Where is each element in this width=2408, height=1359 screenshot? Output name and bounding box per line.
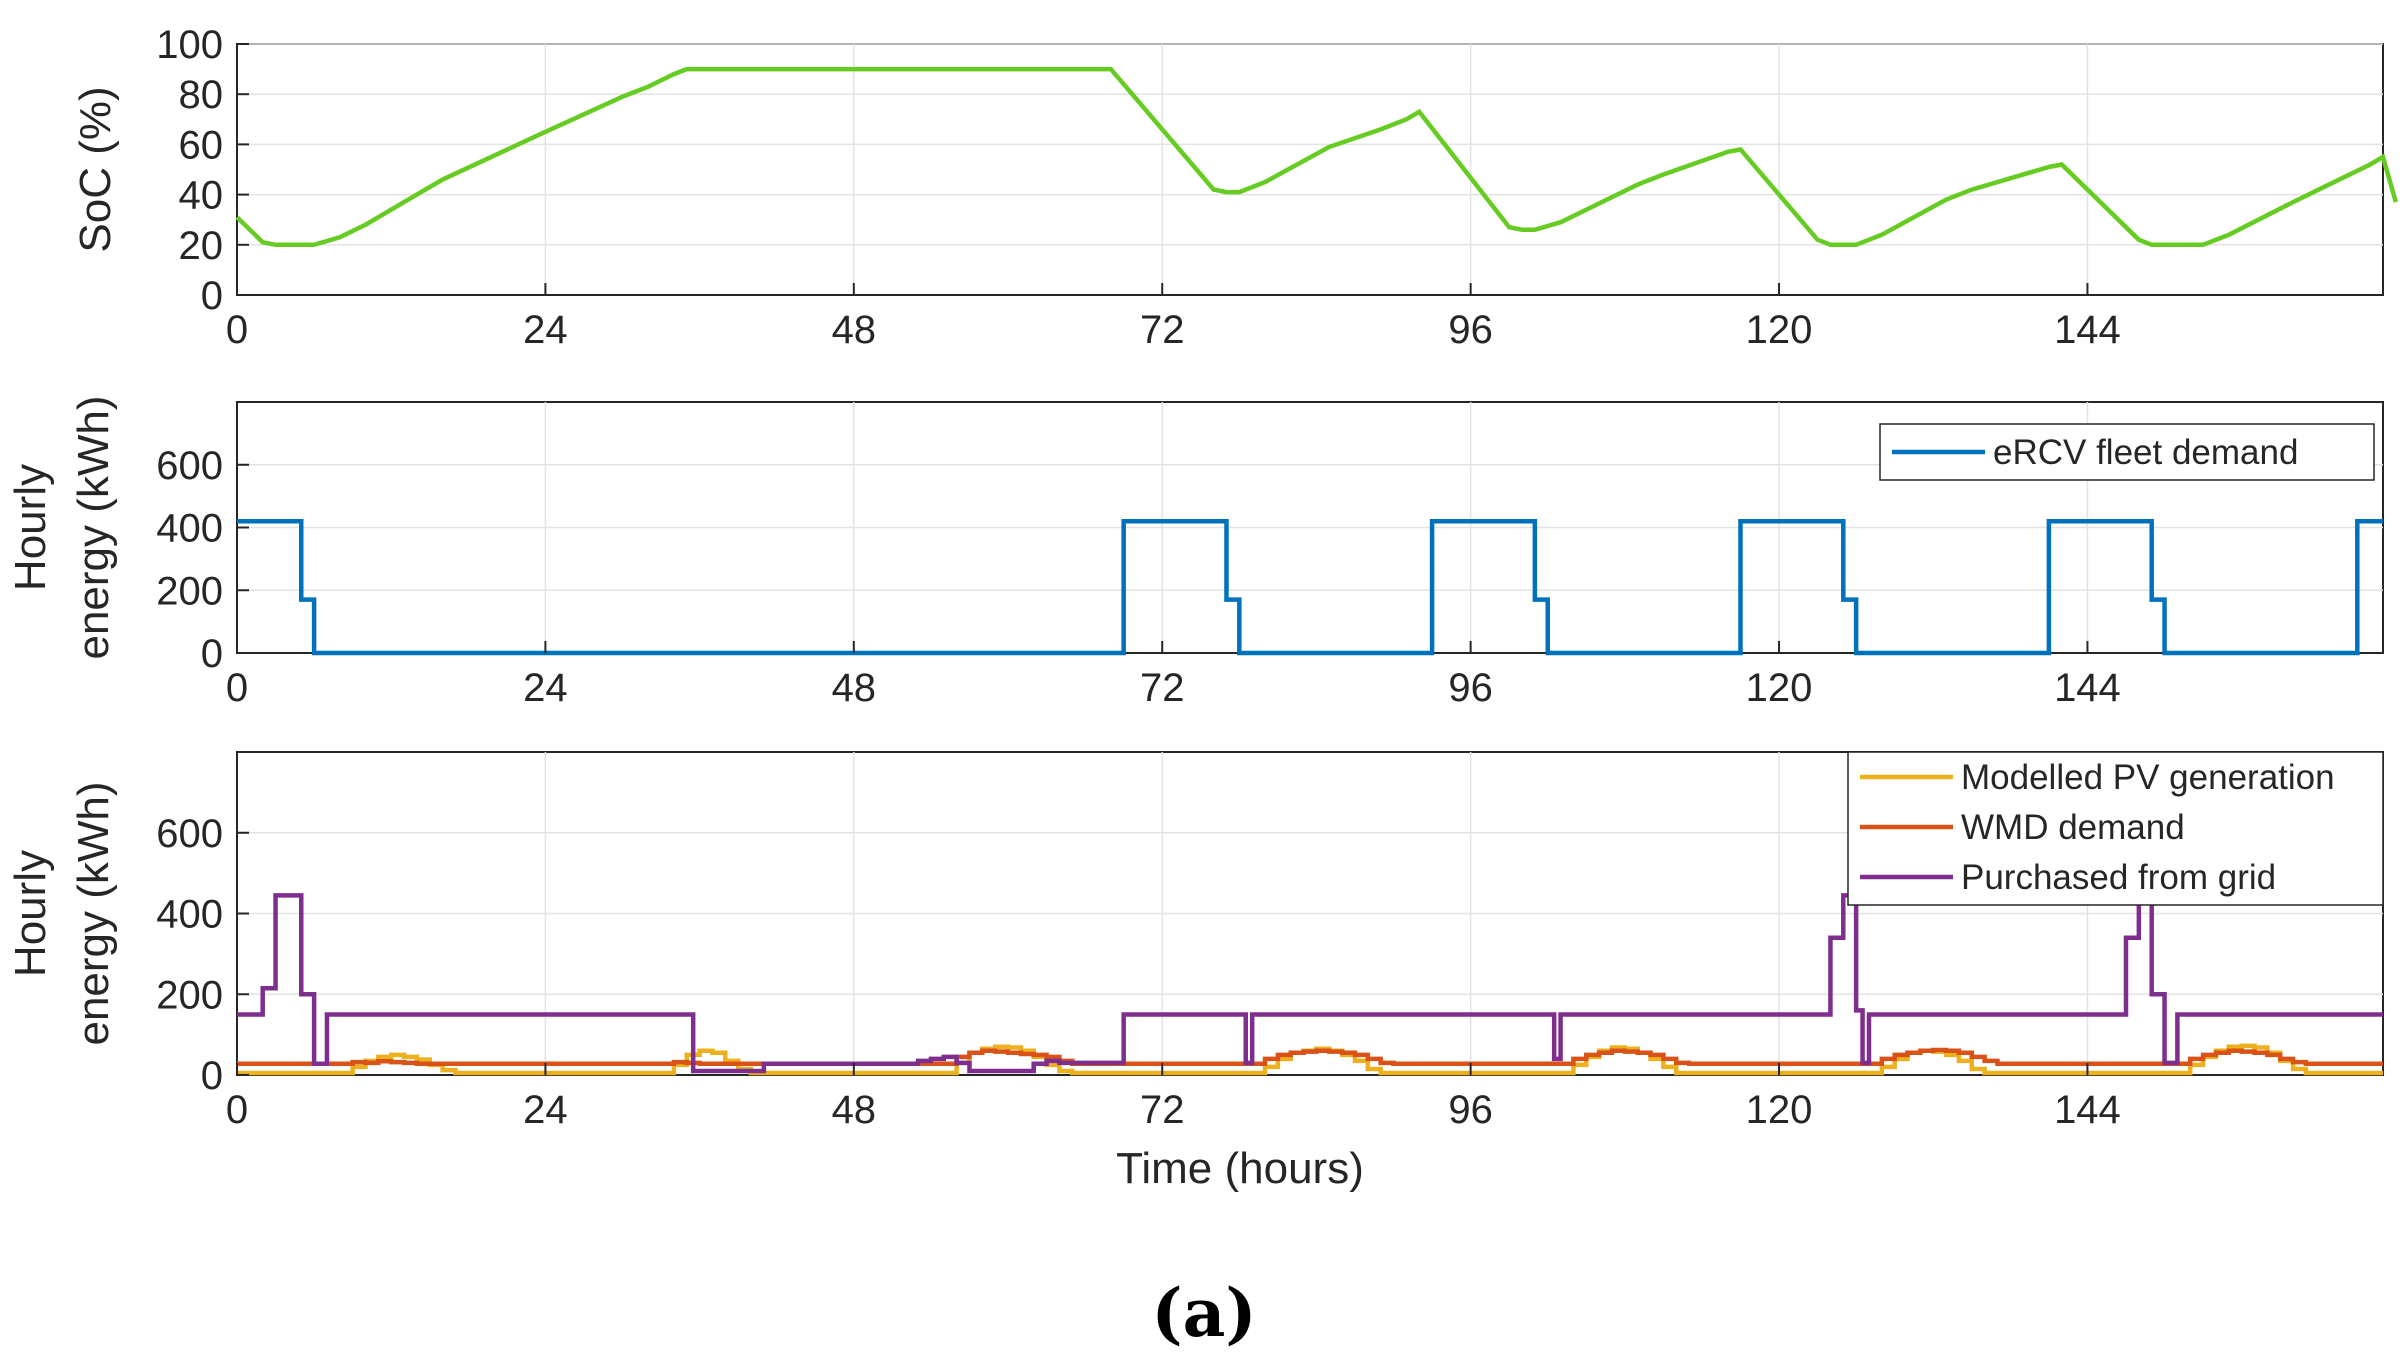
series-soc <box>235 66 2399 248</box>
fleet-demand-y-label-line-1: Hourly <box>6 464 55 591</box>
fleet-demand-y-ticks: 0 200 400 600 <box>156 444 249 676</box>
figure-caption: (a) <box>1151 1274 1256 1352</box>
series-purchased-from-grid <box>237 893 2383 1074</box>
fleet-demand-x-tick-24: 24 <box>523 666 568 710</box>
legend-label-purchased-from-grid: Purchased from grid <box>1961 858 2276 897</box>
soc-y-tick-100: 100 <box>156 23 223 67</box>
soc-y-tick-40: 40 <box>179 174 224 218</box>
soc-y-label-line-1: SoC (%) <box>71 86 120 252</box>
energy-x-axis-label: Time (hours) <box>1116 1144 1364 1193</box>
fleet-demand-x-tick-0: 0 <box>226 666 248 710</box>
legend-label-wmd-demand: WMD demand <box>1961 808 2185 847</box>
soc-grid <box>237 43 2383 295</box>
soc-x-tick-96: 96 <box>1448 308 1493 352</box>
energy-y-label-line-1: Hourly <box>6 850 55 977</box>
energy-x-tick-24: 24 <box>523 1088 568 1132</box>
fleet-demand-y-tick-0: 0 <box>201 632 223 676</box>
legend-label-modelled-pv-generation: Modelled PV generation <box>1961 758 2335 797</box>
soc-y-tick-80: 80 <box>179 73 224 117</box>
fleet-demand-x-tick-72: 72 <box>1140 666 1185 710</box>
energy-x-tick-96: 96 <box>1448 1088 1493 1132</box>
energy-x-tick-48: 48 <box>832 1088 877 1132</box>
energy-x-tick-144: 144 <box>2054 1088 2121 1132</box>
soc-x-tick-120: 120 <box>1746 308 1813 352</box>
energy-y-tick-600: 600 <box>156 812 223 856</box>
soc-x-tick-144: 144 <box>2054 308 2121 352</box>
soc-y-ticks: 0 20 40 60 80 100 <box>156 23 249 318</box>
fleet-demand-y-tick-600: 600 <box>156 444 223 488</box>
soc-y-tick-60: 60 <box>179 123 224 167</box>
fleet-demand-y-label-line-2: energy (kWh) <box>69 395 118 659</box>
fleet-demand-series-group <box>237 518 2383 656</box>
energy-x-tick-72: 72 <box>1140 1088 1185 1132</box>
energy-y-label-line-2: energy (kWh) <box>69 781 118 1045</box>
energy-y-label: Hourly energy (kWh) <box>6 781 118 1045</box>
energy-y-tick-400: 400 <box>156 893 223 937</box>
soc-x-tick-24: 24 <box>523 308 568 352</box>
fleet-demand-x-tick-96: 96 <box>1448 666 1493 710</box>
soc-x-tick-0: 0 <box>226 308 248 352</box>
soc-x-ticks: 0 24 48 72 96 120 144 <box>226 283 2121 352</box>
series-wmd-demand <box>237 1047 2383 1066</box>
energy-legend: Modelled PV generation WMD demand Purchase… <box>1847 751 2384 906</box>
soc-y-label: SoC (%) <box>71 86 120 252</box>
energy-x-ticks: 0 24 48 72 96 120 144 <box>226 1063 2121 1132</box>
fleet-demand-y-tick-400: 400 <box>156 507 223 551</box>
soc-series-group <box>235 66 2399 248</box>
fleet-demand-panel: 0 200 400 600 0 24 48 72 96 120 144 Hourly energy … <box>6 395 2384 710</box>
fleet-demand-x-tick-48: 48 <box>832 666 877 710</box>
fleet-demand-y-tick-200: 200 <box>156 569 223 613</box>
series-ercv-fleet-demand <box>237 518 2383 656</box>
fleet-demand-x-ticks: 0 24 48 72 96 120 144 <box>226 641 2121 710</box>
soc-plot-area <box>236 43 2384 296</box>
soc-y-tick-20: 20 <box>179 224 224 268</box>
fleet-demand-x-tick-120: 120 <box>1746 666 1813 710</box>
soc-x-tick-48: 48 <box>832 308 877 352</box>
soc-x-tick-72: 72 <box>1140 308 1185 352</box>
energy-x-tick-0: 0 <box>226 1088 248 1132</box>
energy-y-tick-200: 200 <box>156 973 223 1017</box>
fleet-demand-legend: eRCV fleet demand <box>1879 423 2375 481</box>
soc-y-tick-0: 0 <box>201 274 223 318</box>
energy-panel: 0 200 400 600 0 24 48 72 96 120 144 Hourly energy … <box>6 751 2384 1193</box>
energy-y-tick-0: 0 <box>201 1054 223 1098</box>
legend-label-ercv-fleet-demand: eRCV fleet demand <box>1993 433 2298 472</box>
energy-x-tick-120: 120 <box>1746 1088 1813 1132</box>
fleet-demand-x-tick-144: 144 <box>2054 666 2121 710</box>
energy-y-ticks: 0 200 400 600 <box>156 812 249 1098</box>
energy-series-group <box>237 893 2383 1076</box>
fleet-demand-y-label: Hourly energy (kWh) <box>6 395 118 659</box>
